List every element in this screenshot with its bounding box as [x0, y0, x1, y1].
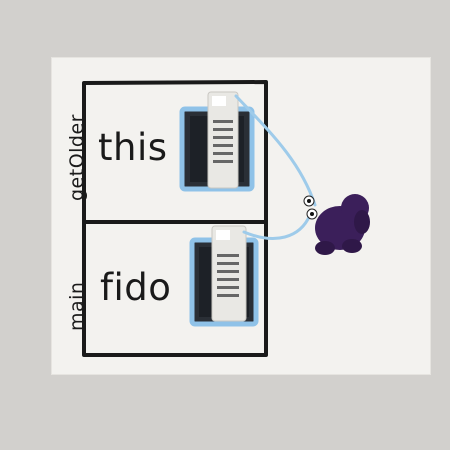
variable-label-fido: fido — [100, 266, 172, 309]
variable-label-this: this — [98, 126, 168, 169]
main-frame-box — [82, 220, 268, 357]
frame-label-getOlder: getOlder — [66, 114, 88, 201]
frame-label-main: main — [66, 281, 88, 331]
pocket-fido — [189, 225, 259, 327]
stack-frames — [82, 80, 268, 357]
pocket-this — [179, 91, 255, 192]
reference-strings — [234, 94, 317, 240]
plush-dog-object — [303, 194, 370, 255]
